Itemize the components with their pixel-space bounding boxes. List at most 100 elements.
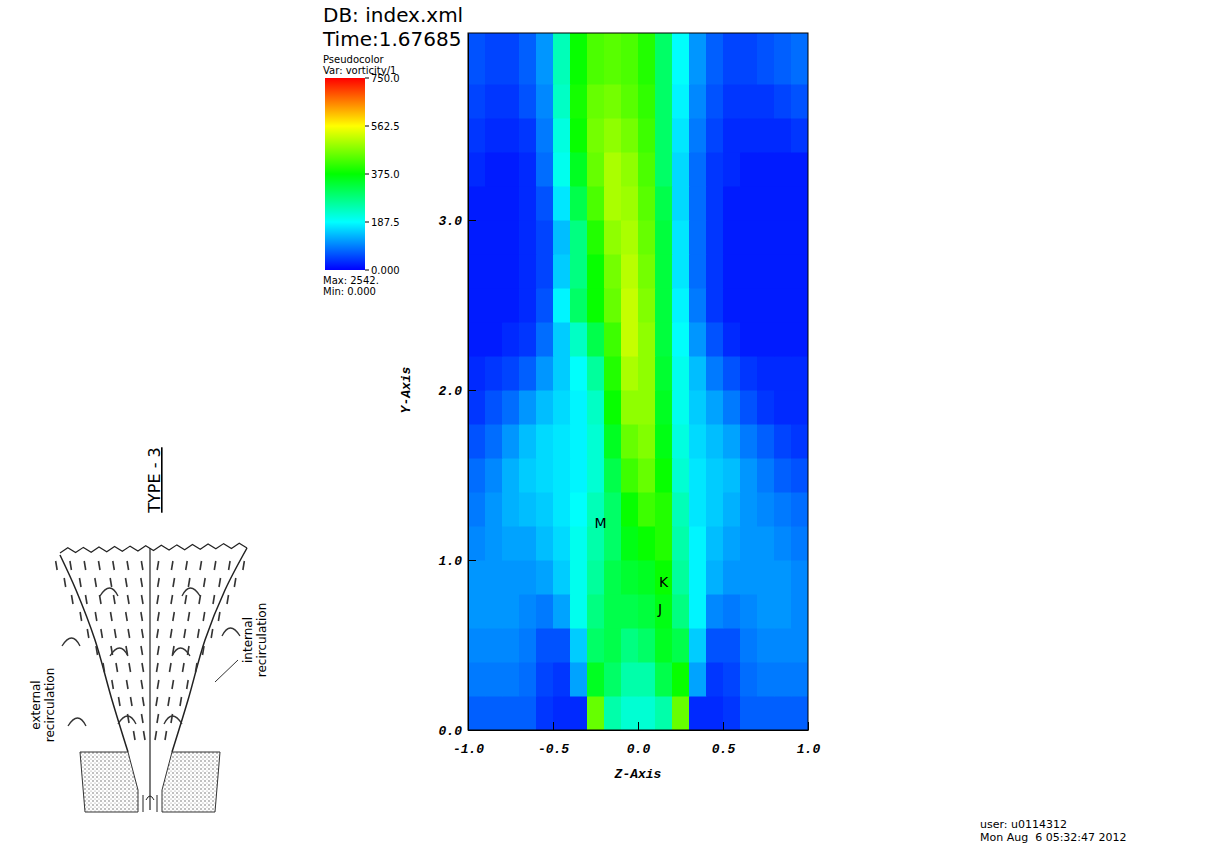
heat-cell	[774, 492, 792, 527]
heat-cell	[638, 118, 656, 153]
heat-cell	[706, 288, 724, 323]
flow-dash	[198, 629, 200, 638]
heat-cell	[791, 186, 808, 221]
heat-cell	[689, 254, 707, 289]
flow-dash	[56, 561, 58, 570]
flow-dash	[196, 663, 198, 672]
heat-cell	[638, 696, 656, 730]
heat-cell	[587, 220, 605, 255]
heat-cell	[536, 220, 554, 255]
flow-dash	[96, 646, 98, 655]
heat-cell	[604, 33, 622, 84]
heat-cell	[689, 84, 707, 119]
flow-dash	[187, 680, 189, 689]
flow-dash	[188, 612, 190, 621]
x-tick-mark	[723, 722, 724, 730]
x-axis-line	[469, 730, 809, 731]
heat-cell	[672, 594, 690, 629]
x-tick: 0.5	[712, 722, 736, 757]
heat-cell	[502, 526, 520, 561]
heat-cell	[502, 288, 520, 323]
plot-frame	[468, 33, 808, 730]
heat-cell	[740, 356, 758, 391]
heat-cell	[689, 628, 707, 663]
x-tick-label: 0.5	[712, 742, 736, 757]
heat-cell	[689, 356, 707, 391]
flow-dash	[144, 731, 146, 740]
heat-cell	[791, 696, 808, 730]
heat-cell	[553, 220, 571, 255]
heat-cell	[519, 390, 537, 425]
heat-cell	[485, 118, 503, 153]
heat-cell	[468, 492, 486, 527]
heat-cell	[791, 220, 808, 255]
flow-dash	[142, 663, 144, 672]
y-tick: 0.0	[439, 724, 476, 739]
flow-dash	[112, 680, 114, 689]
heat-cell	[621, 492, 639, 527]
flow-dash	[119, 697, 121, 706]
heat-cell	[689, 33, 707, 84]
heat-cell	[570, 288, 588, 323]
heat-cell	[536, 628, 554, 663]
heat-cell	[706, 186, 724, 221]
colorbar-label: 187.5	[371, 217, 400, 228]
heat-cell	[723, 220, 741, 255]
flow-dash	[111, 612, 113, 621]
heat-cell	[791, 458, 808, 493]
flow-dash	[142, 629, 144, 638]
heat-cell	[740, 526, 758, 561]
heat-cell	[774, 662, 792, 697]
heat-cell	[723, 662, 741, 697]
flow-dash	[219, 578, 221, 587]
heatmap	[468, 33, 808, 730]
heat-cell	[740, 696, 758, 730]
flow-dash	[171, 595, 173, 604]
flow-dash	[218, 612, 220, 621]
heat-cell	[655, 152, 673, 187]
heat-cell	[468, 560, 486, 595]
heat-cell	[502, 424, 520, 459]
diagram-label: internalrecirculation	[241, 603, 269, 678]
y-axis-title: Y-Axis	[399, 366, 414, 413]
heat-cell	[740, 594, 758, 629]
heat-cell	[791, 424, 808, 459]
heat-cell	[774, 186, 792, 221]
heat-cell	[485, 526, 503, 561]
heat-cell	[536, 492, 554, 527]
heat-cell	[485, 560, 503, 595]
heat-cell	[485, 356, 503, 391]
heat-cell	[604, 390, 622, 425]
recirculation-arc	[222, 628, 240, 636]
flow-dash	[171, 714, 173, 723]
heat-cell	[485, 424, 503, 459]
heat-cell	[604, 458, 622, 493]
heat-cell	[757, 33, 775, 84]
heat-cell	[740, 322, 758, 357]
recirculation-arc	[172, 648, 190, 656]
heat-cell	[519, 560, 537, 595]
heat-cell	[570, 186, 588, 221]
heat-cell	[757, 84, 775, 119]
heat-cell	[536, 526, 554, 561]
heat-cell	[706, 84, 724, 119]
heat-cell	[706, 458, 724, 493]
flow-dash	[203, 646, 205, 655]
flow-dash	[113, 561, 115, 570]
heat-cell	[774, 560, 792, 595]
x-tick-mark	[553, 722, 554, 730]
flow-dash	[214, 561, 216, 570]
heat-cell	[689, 288, 707, 323]
heat-cell	[485, 186, 503, 221]
heat-cell	[757, 696, 775, 730]
heat-cell	[502, 594, 520, 629]
heat-cell	[468, 458, 486, 493]
heat-cell	[740, 33, 758, 84]
heat-cell	[570, 220, 588, 255]
heat-cell	[655, 118, 673, 153]
heat-cell	[519, 492, 537, 527]
heat-cell	[672, 560, 690, 595]
heat-cell	[638, 594, 656, 629]
colorbar-label: 375.0	[371, 169, 400, 180]
heat-cell	[672, 696, 690, 730]
